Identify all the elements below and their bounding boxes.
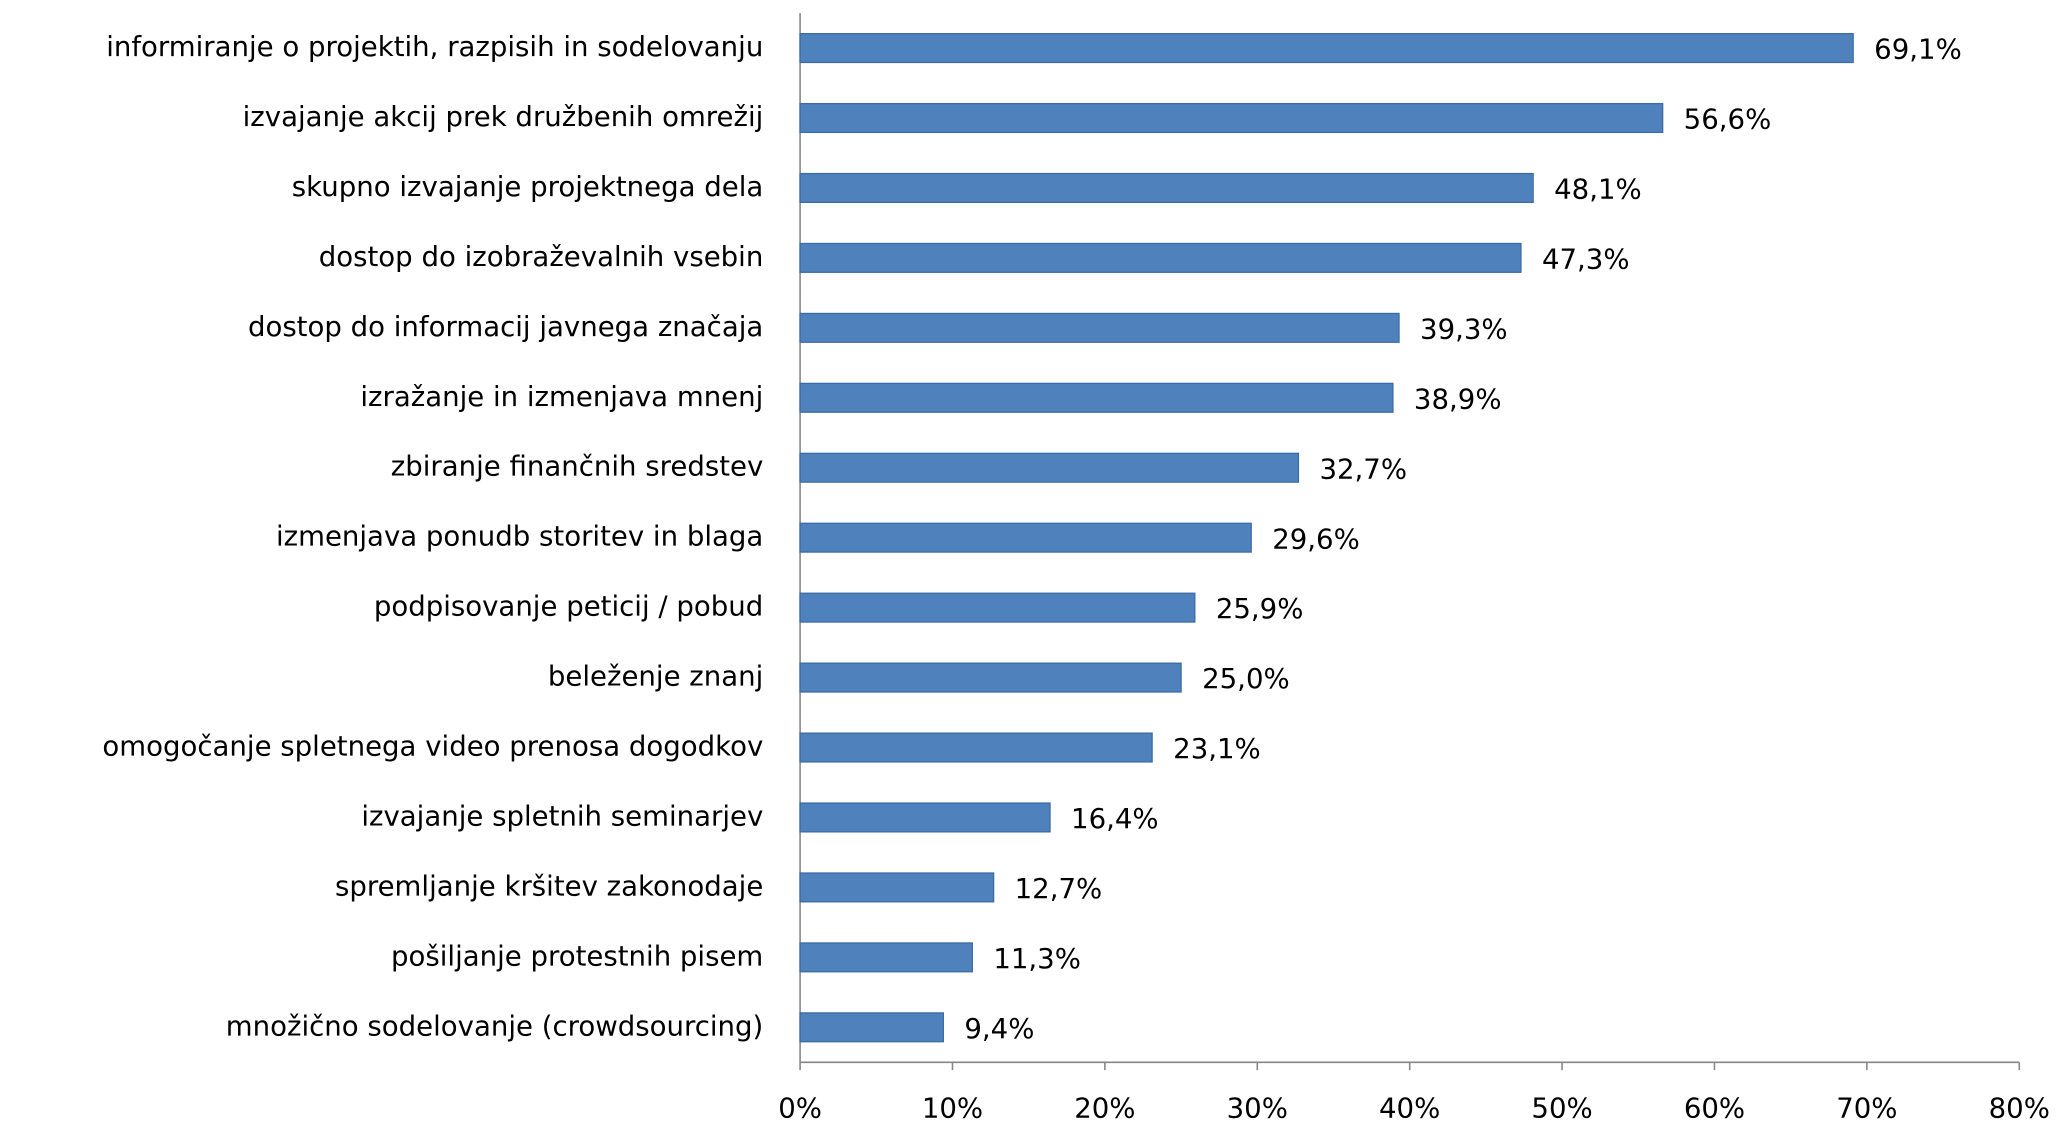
y-tick-label: spremljanje kršitev zakonodaje [335, 870, 763, 902]
x-tick-label: 40% [1379, 1092, 1440, 1124]
bar [799, 452, 1300, 483]
x-tick-label: 0% [778, 1092, 822, 1124]
value-label: 16,4% [1071, 803, 1159, 835]
y-tick-label: dostop do izobraževalnih vsebin [319, 241, 764, 273]
bar [799, 102, 1664, 134]
x-tick-label: 10% [922, 1092, 983, 1124]
value-label: 12,7% [1015, 873, 1103, 905]
x-tick-label: 20% [1074, 1092, 1135, 1124]
x-tick-label: 60% [1684, 1092, 1745, 1124]
value-label: 56,6% [1684, 104, 1772, 136]
bar [799, 312, 1400, 343]
bar [799, 242, 1522, 273]
bar [799, 382, 1394, 413]
x-tick-label: 80% [1989, 1092, 2050, 1124]
value-label: 47,3% [1542, 244, 1630, 276]
y-tick-label: izvajanje spletnih seminarjev [361, 801, 763, 833]
value-label: 38,9% [1414, 383, 1502, 415]
value-label: 25,9% [1216, 593, 1304, 625]
bar [799, 942, 973, 973]
bar [799, 1012, 945, 1043]
y-tick-label: beleženje znanj [548, 661, 763, 693]
y-tick-label: zbiranje finančnih sredstev [391, 451, 764, 483]
value-label: 25,0% [1202, 663, 1290, 695]
x-tick-label: 70% [1836, 1092, 1897, 1124]
y-tick-label: podpisovanje peticij / pobud [374, 591, 763, 623]
y-tick-label: omogočanje spletnega video prenosa dogod… [102, 731, 763, 763]
y-tick-label: množično sodelovanje (crowdsourcing) [226, 1010, 764, 1042]
bar [799, 802, 1051, 833]
bar [799, 592, 1196, 623]
bar [799, 732, 1153, 763]
x-tick-label: 30% [1227, 1092, 1288, 1124]
bar [799, 522, 1252, 553]
value-label: 32,7% [1319, 453, 1407, 485]
y-tick-label: izvajanje akcij prek družbenih omrežij [243, 101, 764, 133]
x-tick-label: 50% [1531, 1092, 1592, 1124]
value-label: 69,1% [1874, 34, 1962, 66]
bar [799, 172, 1534, 203]
y-tick-label: izmenjava ponudb storitev in blaga [276, 521, 763, 553]
y-tick-label: izražanje in izmenjava mnenj [360, 381, 763, 413]
bar [799, 872, 995, 903]
value-label: 9,4% [964, 1013, 1034, 1045]
value-label: 39,3% [1420, 313, 1508, 345]
bar [799, 33, 1854, 64]
y-tick-label: skupno izvajanje projektnega dela [292, 171, 763, 203]
y-tick-label: pošiljanje protestnih pisem [391, 940, 763, 972]
y-tick-label: dostop do informacij javnega značaja [248, 311, 763, 343]
y-tick-label: informiranje o projektih, razpisih in so… [106, 31, 763, 63]
bar [799, 662, 1182, 693]
value-label: 23,1% [1173, 733, 1261, 765]
value-label: 11,3% [993, 943, 1081, 975]
value-label: 29,6% [1272, 523, 1360, 555]
value-label: 48,1% [1554, 174, 1642, 206]
